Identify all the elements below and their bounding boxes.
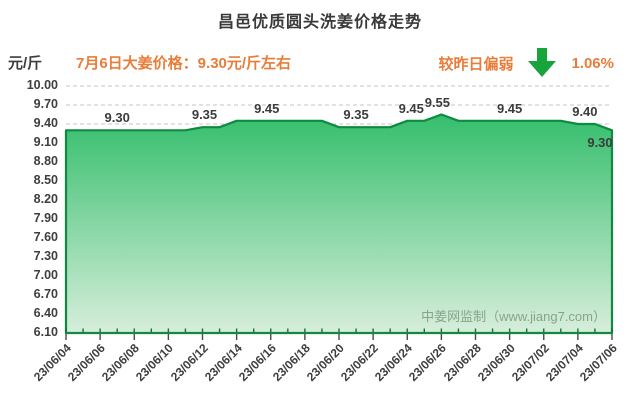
y-axis-tick-label: 9.10 xyxy=(33,135,58,149)
data-point-label: 9.55 xyxy=(424,94,451,110)
trend-percentage: 1.06% xyxy=(571,54,614,72)
y-axis-tick-label: 6.10 xyxy=(33,325,58,339)
data-point-label: 9.45 xyxy=(254,100,280,116)
watermark: 中姜网监制（www.jiang7.com） xyxy=(421,309,606,324)
data-point-label: 9.35 xyxy=(191,107,218,123)
trend-summary: 较昨日偏弱 1.06% xyxy=(438,48,614,78)
y-axis-tick-label: 6.70 xyxy=(33,287,58,301)
data-point-label: 9.45 xyxy=(398,100,424,116)
data-point-label: 9.40 xyxy=(572,104,598,119)
y-axis-tick-label: 9.40 xyxy=(33,116,58,130)
y-axis-tick-label: 10.00 xyxy=(26,78,58,92)
y-axis-unit-label: 元/斤 xyxy=(8,55,43,72)
y-axis-tick-label: 7.00 xyxy=(33,268,58,282)
price-area-series xyxy=(64,113,614,335)
data-point-label: 9.30 xyxy=(104,110,130,126)
chart-title: 昌邑优质圆头洗姜价格走势 xyxy=(217,14,422,31)
y-axis-tick-label: 8.50 xyxy=(33,173,58,187)
y-axis-tick-label: 6.40 xyxy=(33,306,58,320)
today-price-subtitle: 7月6日大姜价格：9.30元/斤左右 xyxy=(76,55,292,72)
down-arrow-icon xyxy=(528,48,557,77)
data-point-label: 9.30 xyxy=(587,135,613,151)
y-axis-tick-label: 9.70 xyxy=(33,97,58,111)
y-axis-tick-label: 8.80 xyxy=(33,154,58,168)
y-axis-tick-label: 7.90 xyxy=(33,211,58,225)
data-point-label: 9.45 xyxy=(496,100,523,116)
y-axis-tick-label: 7.60 xyxy=(33,230,58,244)
y-axis-tick-label: 7.30 xyxy=(33,249,58,263)
trend-direction-label: 较昨日偏弱 xyxy=(438,55,514,73)
y-axis-tick-label: 8.20 xyxy=(33,192,58,206)
data-point-label: 9.35 xyxy=(343,107,369,123)
